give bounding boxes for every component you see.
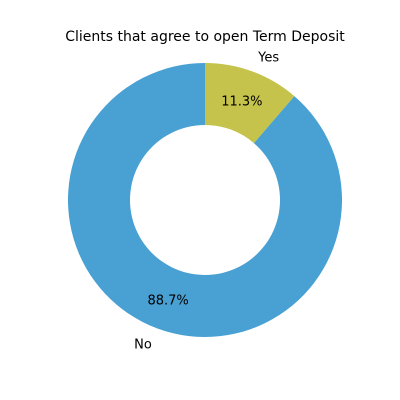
donut-slices xyxy=(68,63,342,337)
slice-label-yes: Yes xyxy=(257,51,279,66)
slice-no xyxy=(68,63,342,337)
chart-title: Clients that agree to open Term Deposit xyxy=(65,29,345,45)
slice-yes xyxy=(205,63,295,144)
slice-label-no: No xyxy=(134,337,152,352)
slice-pct-no: 88.7% xyxy=(147,293,188,308)
slice-pct-yes: 11.3% xyxy=(221,95,262,110)
slice-labels: No 88.7% Yes 11.3% xyxy=(134,51,279,353)
